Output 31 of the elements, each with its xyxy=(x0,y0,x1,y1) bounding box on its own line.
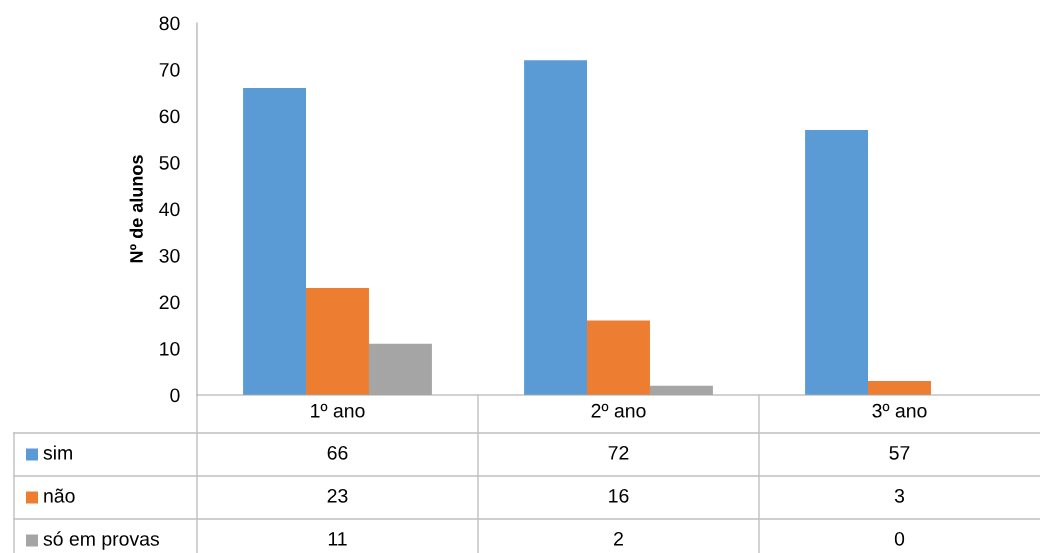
y-tick-label: 30 xyxy=(159,248,180,263)
x-tick-label: 2º ano xyxy=(591,403,646,418)
y-tick-label: 60 xyxy=(159,109,180,124)
y-tick-label: 0 xyxy=(170,388,180,403)
bar xyxy=(243,88,307,395)
y-tick-label: 40 xyxy=(159,202,180,217)
bar xyxy=(306,288,369,395)
y-tick-label: 70 xyxy=(159,62,180,77)
data-label: 23 xyxy=(327,488,348,503)
data-label: 11 xyxy=(328,532,347,546)
bar xyxy=(868,381,931,395)
data-label: 2 xyxy=(614,531,623,546)
legend-label: não xyxy=(44,488,75,503)
legend-label: só em provas xyxy=(43,531,160,550)
y-tick-label: 50 xyxy=(159,155,180,170)
bar xyxy=(524,60,588,395)
data-label: 0 xyxy=(894,531,905,546)
y-axis-title: Nº de alunos xyxy=(129,155,143,263)
bar xyxy=(587,320,650,395)
y-tick-label: 80 xyxy=(159,16,180,31)
data-label: 66 xyxy=(327,445,348,460)
data-label: 3 xyxy=(894,488,905,503)
data-label: 57 xyxy=(889,446,910,460)
x-tick-label: 1º ano xyxy=(311,403,365,418)
bar xyxy=(805,129,869,395)
y-tick-label: 20 xyxy=(159,295,180,310)
legend-label: sim xyxy=(43,445,72,460)
data-label: 72 xyxy=(608,445,629,460)
y-tick-label: 10 xyxy=(160,341,180,356)
x-tick-label: 3º ano xyxy=(872,403,927,418)
data-label: 16 xyxy=(609,488,629,503)
